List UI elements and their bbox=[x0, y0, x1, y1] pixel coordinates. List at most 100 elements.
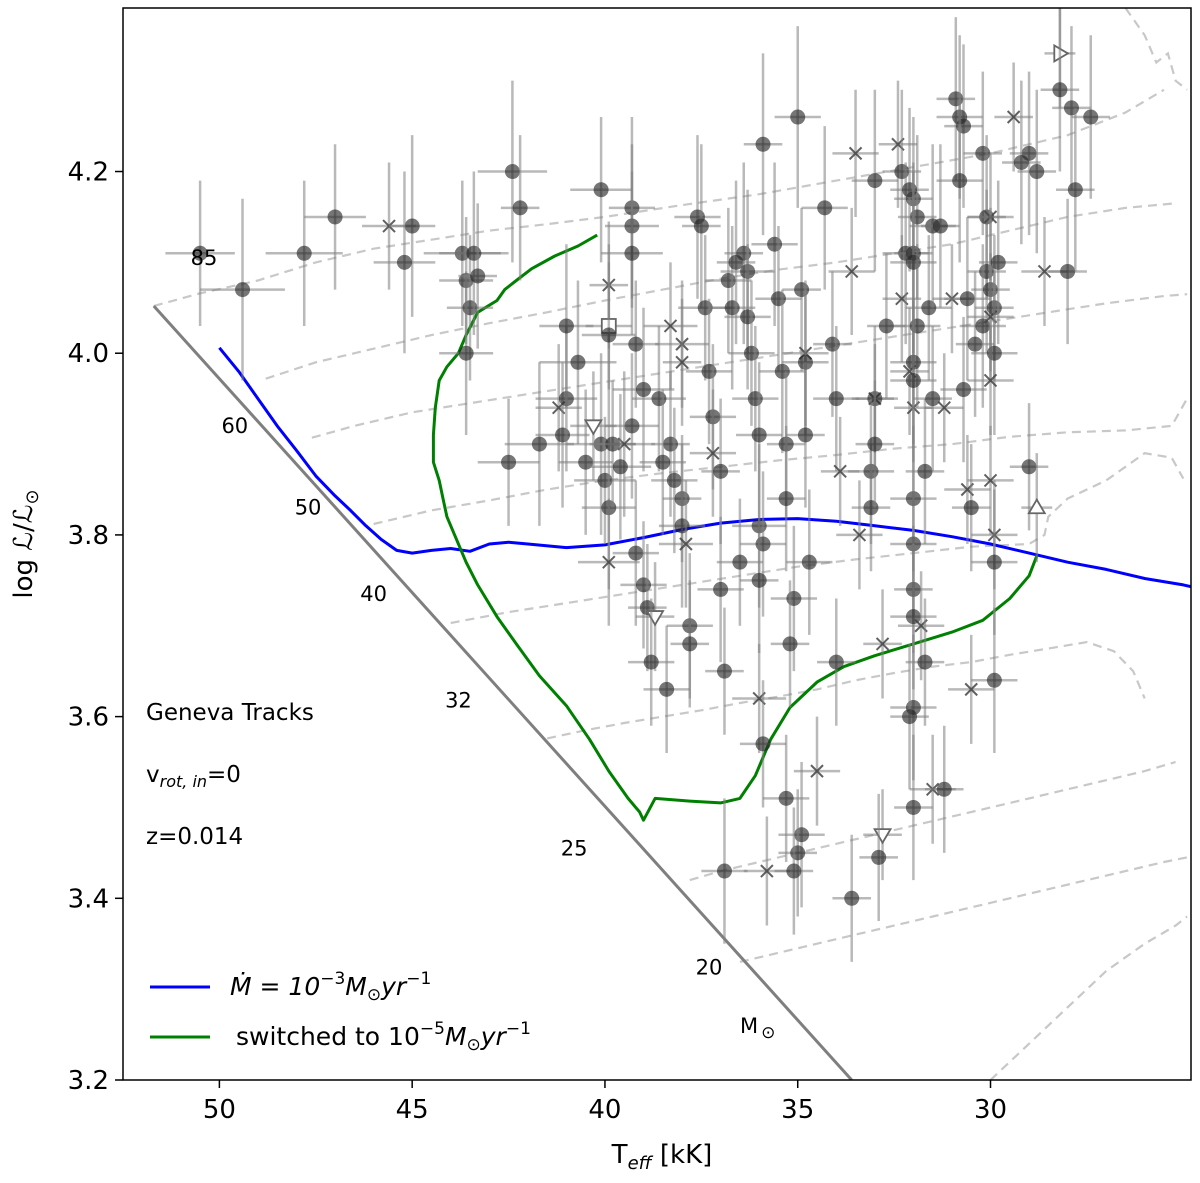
y-tick-label: 3.2 bbox=[68, 1066, 109, 1096]
star-66 bbox=[697, 516, 744, 663]
star-184 bbox=[1009, 403, 1049, 531]
x-axis-label: Teff [kK] bbox=[611, 1140, 713, 1174]
star-85 bbox=[743, 53, 783, 236]
star-marker-cross bbox=[706, 446, 720, 460]
geneva-track-0 bbox=[153, 88, 1165, 308]
legend: Ṁ = 10−3M⊙yr−1 switched to 10−5M⊙yr−1 bbox=[150, 969, 531, 1055]
star-88 bbox=[759, 289, 806, 454]
y-axis-label: log ℒ/ℒ⊙ bbox=[9, 489, 43, 598]
star-marker-circle bbox=[636, 382, 652, 398]
star-2 bbox=[265, 180, 343, 326]
star-36 bbox=[612, 280, 659, 408]
star-marker-circle bbox=[1083, 109, 1099, 125]
star-marker-triangle bbox=[1027, 497, 1047, 515]
star-182 bbox=[1002, 80, 1041, 245]
star-108 bbox=[817, 598, 856, 726]
geneva-track-9 bbox=[989, 915, 1188, 1080]
mass-label: 20 bbox=[696, 955, 723, 979]
star-marker-circle bbox=[597, 472, 613, 488]
star-163 bbox=[948, 634, 995, 744]
star-marker-circle bbox=[801, 554, 817, 570]
star-30 bbox=[577, 498, 640, 626]
star-marker-circle bbox=[902, 182, 918, 198]
star-58 bbox=[670, 580, 710, 708]
annotation-msun: M ⊙ bbox=[740, 1014, 775, 1043]
star-173 bbox=[978, 180, 1018, 345]
star-117 bbox=[851, 444, 891, 572]
star-121 bbox=[859, 793, 898, 922]
star-76 bbox=[732, 325, 779, 472]
star-marker-circle bbox=[713, 581, 729, 597]
star-191 bbox=[1056, 107, 1095, 272]
star-marker-circle bbox=[747, 391, 763, 407]
star-marker-circle bbox=[501, 454, 517, 470]
star-marker-cross bbox=[845, 264, 859, 279]
star-174 bbox=[971, 271, 1018, 435]
geneva-track-7 bbox=[689, 760, 1176, 882]
star-14 bbox=[458, 203, 497, 349]
star-marker-circle bbox=[724, 300, 740, 316]
star-111 bbox=[836, 480, 883, 590]
star-marker-circle bbox=[504, 164, 520, 180]
star-49 bbox=[662, 298, 702, 426]
star-120 bbox=[863, 789, 902, 881]
mass-label: 60 bbox=[221, 414, 248, 438]
zams-line bbox=[152, 304, 853, 1080]
mass-label: 40 bbox=[360, 582, 387, 606]
star-56 bbox=[658, 480, 713, 608]
star-marker-circle bbox=[774, 363, 790, 379]
star-98 bbox=[786, 362, 825, 508]
y-tick-label: 3.4 bbox=[68, 884, 109, 914]
star-181 bbox=[1009, 71, 1049, 236]
annotation-z: z=0.014 bbox=[146, 824, 243, 850]
star-marker-circle bbox=[902, 709, 918, 725]
star-21 bbox=[539, 280, 617, 445]
star-marker-circle bbox=[624, 418, 640, 434]
star-109 bbox=[828, 207, 875, 336]
legend-label-mdot-switched: switched to 10−5M⊙yr−1 bbox=[236, 1019, 531, 1055]
x-tick-label: 30 bbox=[974, 1095, 1007, 1125]
star-marker-circle bbox=[905, 372, 921, 388]
star-84 bbox=[716, 498, 764, 626]
star-marker-cross bbox=[983, 373, 998, 388]
star-99 bbox=[786, 489, 833, 635]
geneva-track-5 bbox=[450, 452, 1185, 625]
star-marker-circle bbox=[959, 291, 975, 307]
star-142 bbox=[890, 643, 929, 790]
x-axis-label-unit: [kK] bbox=[660, 1140, 712, 1170]
annotation-msun-main: M bbox=[740, 1014, 758, 1038]
star-marker-circle bbox=[751, 572, 767, 588]
mass-labels: 85 60 50 40 32 25 20 bbox=[191, 246, 723, 980]
star-marker-circle bbox=[1013, 154, 1029, 170]
star-68 bbox=[701, 798, 748, 944]
star-185 bbox=[1021, 453, 1053, 563]
star-marker-circle bbox=[643, 654, 659, 670]
star-5 bbox=[389, 135, 436, 317]
star-90 bbox=[766, 425, 806, 572]
series-mdot_high bbox=[218, 346, 1191, 589]
star-marker-circle bbox=[778, 491, 794, 507]
star-59 bbox=[674, 135, 721, 299]
star-41 bbox=[612, 480, 659, 626]
star-190 bbox=[1048, 198, 1087, 345]
y-axis-label-main: log ℒ/ℒ bbox=[9, 504, 39, 598]
star-158 bbox=[936, 98, 983, 263]
geneva-track-4 bbox=[373, 398, 1189, 526]
star-marker-circle bbox=[828, 654, 844, 670]
star-marker-circle bbox=[593, 182, 609, 198]
star-marker-circle bbox=[462, 300, 478, 316]
star-marker-circle bbox=[396, 254, 412, 270]
star-160 bbox=[940, 316, 987, 463]
star-marker-cross bbox=[852, 528, 867, 542]
star-60 bbox=[682, 144, 721, 308]
star-marker-circle bbox=[192, 245, 208, 261]
star-marker-circle bbox=[963, 500, 979, 516]
star-marker-cross bbox=[848, 146, 863, 161]
star-marker-circle bbox=[558, 318, 574, 334]
star-151 bbox=[921, 144, 960, 308]
star-marker-circle bbox=[905, 799, 921, 815]
star-marker-circle bbox=[327, 209, 343, 225]
star-marker-circle bbox=[682, 636, 698, 652]
star-marker-cross bbox=[675, 355, 689, 370]
